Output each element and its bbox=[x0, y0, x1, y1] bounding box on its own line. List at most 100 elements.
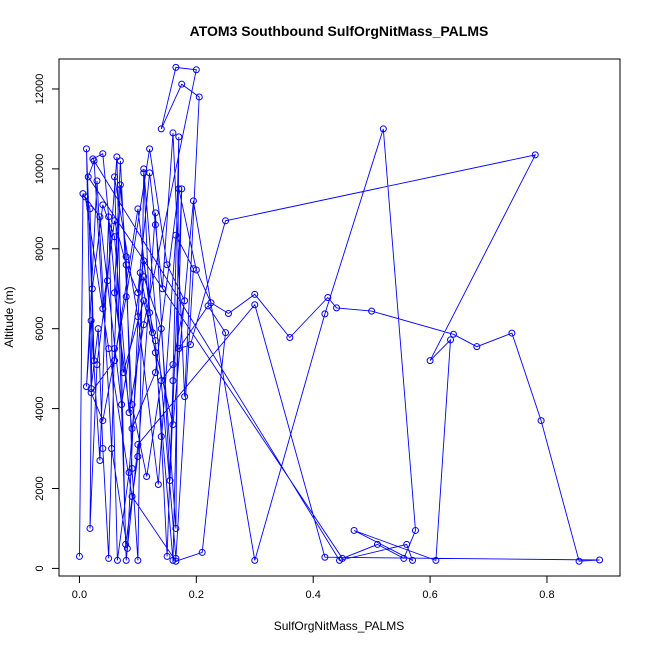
data-point bbox=[86, 524, 94, 532]
data-point bbox=[134, 453, 142, 461]
data-point bbox=[99, 201, 107, 209]
y-axis: 0 2000 4000 6000 8000 10000 12000 bbox=[34, 74, 60, 571]
data-point bbox=[134, 313, 142, 321]
y-tick-label: 6000 bbox=[34, 316, 46, 340]
data-point bbox=[146, 169, 154, 177]
data-point bbox=[178, 80, 186, 88]
data-point bbox=[175, 133, 183, 141]
data-point bbox=[122, 261, 130, 269]
data-point bbox=[125, 469, 133, 477]
data-point bbox=[104, 277, 112, 285]
data-point bbox=[411, 526, 419, 534]
data-point bbox=[400, 554, 408, 562]
x-tick-label: 0.6 bbox=[422, 589, 437, 601]
data-point bbox=[146, 309, 154, 317]
data-point bbox=[172, 63, 180, 71]
data-point bbox=[128, 401, 136, 409]
data-point bbox=[99, 305, 107, 313]
data-point bbox=[575, 557, 583, 565]
y-tick-label: 4000 bbox=[34, 396, 46, 420]
data-point bbox=[88, 285, 96, 293]
data-point bbox=[531, 151, 539, 159]
data-point bbox=[119, 369, 127, 377]
data-point bbox=[81, 193, 89, 201]
data-series bbox=[75, 63, 604, 565]
y-tick-label: 8000 bbox=[34, 237, 46, 261]
y-tick-label: 10000 bbox=[34, 154, 46, 185]
data-point bbox=[108, 445, 116, 453]
y-axis-label: Altitude (m) bbox=[2, 286, 16, 347]
data-point bbox=[189, 197, 197, 205]
data-point bbox=[449, 330, 457, 338]
data-point bbox=[175, 345, 183, 353]
data-point bbox=[172, 557, 180, 565]
data-point bbox=[134, 205, 142, 213]
data-point bbox=[473, 343, 481, 351]
data-point bbox=[158, 285, 166, 293]
data-point bbox=[186, 341, 194, 349]
data-point bbox=[123, 544, 131, 552]
data-point bbox=[134, 556, 142, 564]
data-point bbox=[111, 289, 119, 297]
data-point bbox=[169, 129, 177, 137]
data-point bbox=[87, 317, 95, 325]
data-point bbox=[224, 310, 232, 318]
data-point bbox=[251, 301, 259, 309]
data-point bbox=[154, 481, 162, 489]
data-point bbox=[207, 299, 215, 307]
data-point bbox=[111, 173, 119, 181]
data-point bbox=[96, 213, 104, 221]
x-tick-label: 0.4 bbox=[306, 589, 321, 601]
data-point bbox=[143, 473, 151, 481]
data-point bbox=[432, 556, 440, 564]
data-point bbox=[111, 357, 119, 365]
data-point bbox=[140, 321, 148, 329]
x-axis-label: SulfOrgNitMass_PALMS bbox=[274, 619, 404, 633]
data-point bbox=[368, 307, 376, 315]
data-point bbox=[198, 548, 206, 556]
x-tick-label: 0.8 bbox=[539, 589, 554, 601]
data-point bbox=[286, 333, 294, 341]
data-point bbox=[125, 409, 133, 417]
data-point bbox=[195, 93, 203, 101]
data-point bbox=[373, 540, 381, 548]
data-point bbox=[140, 297, 148, 305]
data-point bbox=[151, 209, 159, 217]
data-point bbox=[146, 145, 154, 153]
data-point bbox=[111, 217, 119, 225]
data-point bbox=[151, 221, 159, 229]
data-point bbox=[128, 492, 136, 500]
data-point bbox=[93, 361, 101, 369]
data-point bbox=[140, 257, 148, 265]
data-point bbox=[333, 304, 341, 312]
data-point bbox=[134, 441, 142, 449]
data-point bbox=[105, 213, 113, 221]
data-point bbox=[251, 556, 259, 564]
data-point bbox=[87, 385, 95, 393]
y-tick-label: 2000 bbox=[34, 476, 46, 500]
data-point bbox=[222, 217, 230, 225]
data-point bbox=[189, 265, 197, 273]
data-point bbox=[151, 349, 159, 357]
data-point bbox=[134, 289, 142, 297]
y-tick-label: 0 bbox=[34, 565, 46, 571]
data-point bbox=[157, 325, 165, 333]
data-point bbox=[163, 552, 171, 560]
data-point bbox=[181, 393, 189, 401]
data-point bbox=[111, 233, 119, 241]
x-tick-label: 0.0 bbox=[72, 589, 87, 601]
data-point bbox=[99, 445, 107, 453]
data-point bbox=[324, 294, 332, 302]
data-point bbox=[403, 540, 411, 548]
data-point bbox=[350, 526, 358, 534]
data-point bbox=[409, 556, 417, 564]
data-point bbox=[113, 556, 121, 564]
data-point bbox=[105, 554, 113, 562]
data-point bbox=[251, 290, 259, 298]
data-point bbox=[596, 556, 604, 564]
data-point bbox=[426, 357, 434, 365]
data-point bbox=[94, 325, 102, 333]
data-point bbox=[82, 145, 90, 153]
data-point bbox=[169, 377, 177, 385]
data-point bbox=[379, 125, 387, 133]
